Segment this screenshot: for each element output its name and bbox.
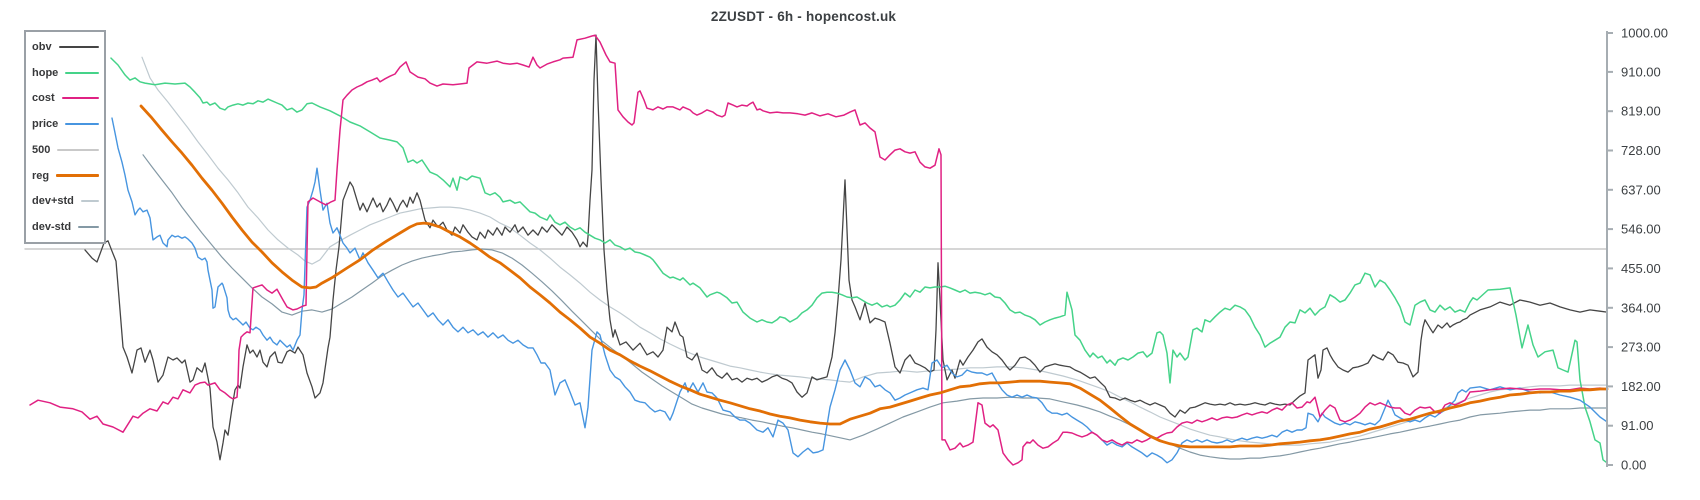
legend-label-dev+std: dev+std [32, 195, 74, 208]
legend-swatch-dev-std [78, 226, 99, 229]
legend-item-reg[interactable]: reg [32, 164, 99, 188]
y-axis-label-546.00: 546.00 [1621, 222, 1661, 237]
legend-swatch-hope [65, 71, 99, 74]
legend-item-cost[interactable]: cost [32, 86, 99, 110]
legend-item-price[interactable]: price [32, 112, 99, 136]
series-line-obv [84, 34, 1608, 461]
legend-item-500[interactable]: 500 [32, 138, 99, 162]
y-axis-label-728.00: 728.00 [1621, 143, 1661, 158]
legend-label-cost: cost [32, 92, 55, 105]
series-line-dev+std [141, 56, 1608, 446]
legend-swatch-reg [56, 174, 99, 178]
series-line-cost [29, 34, 1608, 466]
y-axis-label-91.00: 91.00 [1621, 418, 1654, 433]
legend-item-dev+std[interactable]: dev+std [32, 189, 99, 213]
legend-swatch-dev+std [80, 200, 99, 203]
series-line-dev-std [142, 154, 1608, 460]
legend-swatch-500 [57, 148, 99, 151]
y-axis-label-819.00: 819.00 [1621, 104, 1661, 119]
y-axis-label-182.00: 182.00 [1621, 379, 1661, 394]
y-axis-label-1000.00: 1000.00 [1621, 26, 1668, 41]
chart-title: 2ZUSDT - 6h - hopencost.uk [710, 9, 897, 24]
y-axis-label-0.00: 0.00 [1621, 458, 1646, 473]
series-line-reg [139, 104, 1609, 449]
legend-item-obv[interactable]: obv [32, 35, 99, 59]
legend-item-dev-std[interactable]: dev-std [32, 215, 99, 239]
legend-item-hope[interactable]: hope [32, 61, 99, 85]
y-axis-label-455.00: 455.00 [1621, 261, 1661, 276]
y-axis-label-273.00: 273.00 [1621, 340, 1661, 355]
series-line-hope [110, 57, 1608, 464]
legend-swatch-obv [58, 45, 99, 48]
legend-swatch-cost [61, 97, 99, 100]
legend-label-hope: hope [32, 66, 59, 79]
legend-label-dev-std: dev-std [32, 221, 72, 234]
legend-label-obv: obv [32, 40, 52, 53]
legend: obv hope cost price 500 reg dev+std dev-std [24, 30, 106, 244]
legend-swatch-price [65, 123, 99, 126]
y-axis-label-910.00: 910.00 [1621, 64, 1661, 79]
legend-label-500: 500 [32, 143, 51, 156]
series-line-price [111, 117, 1608, 464]
y-axis-label-637.00: 637.00 [1621, 182, 1661, 197]
legend-label-reg: reg [32, 169, 50, 182]
legend-label-price: price [32, 118, 59, 131]
y-axis-label-364.00: 364.00 [1621, 300, 1661, 315]
